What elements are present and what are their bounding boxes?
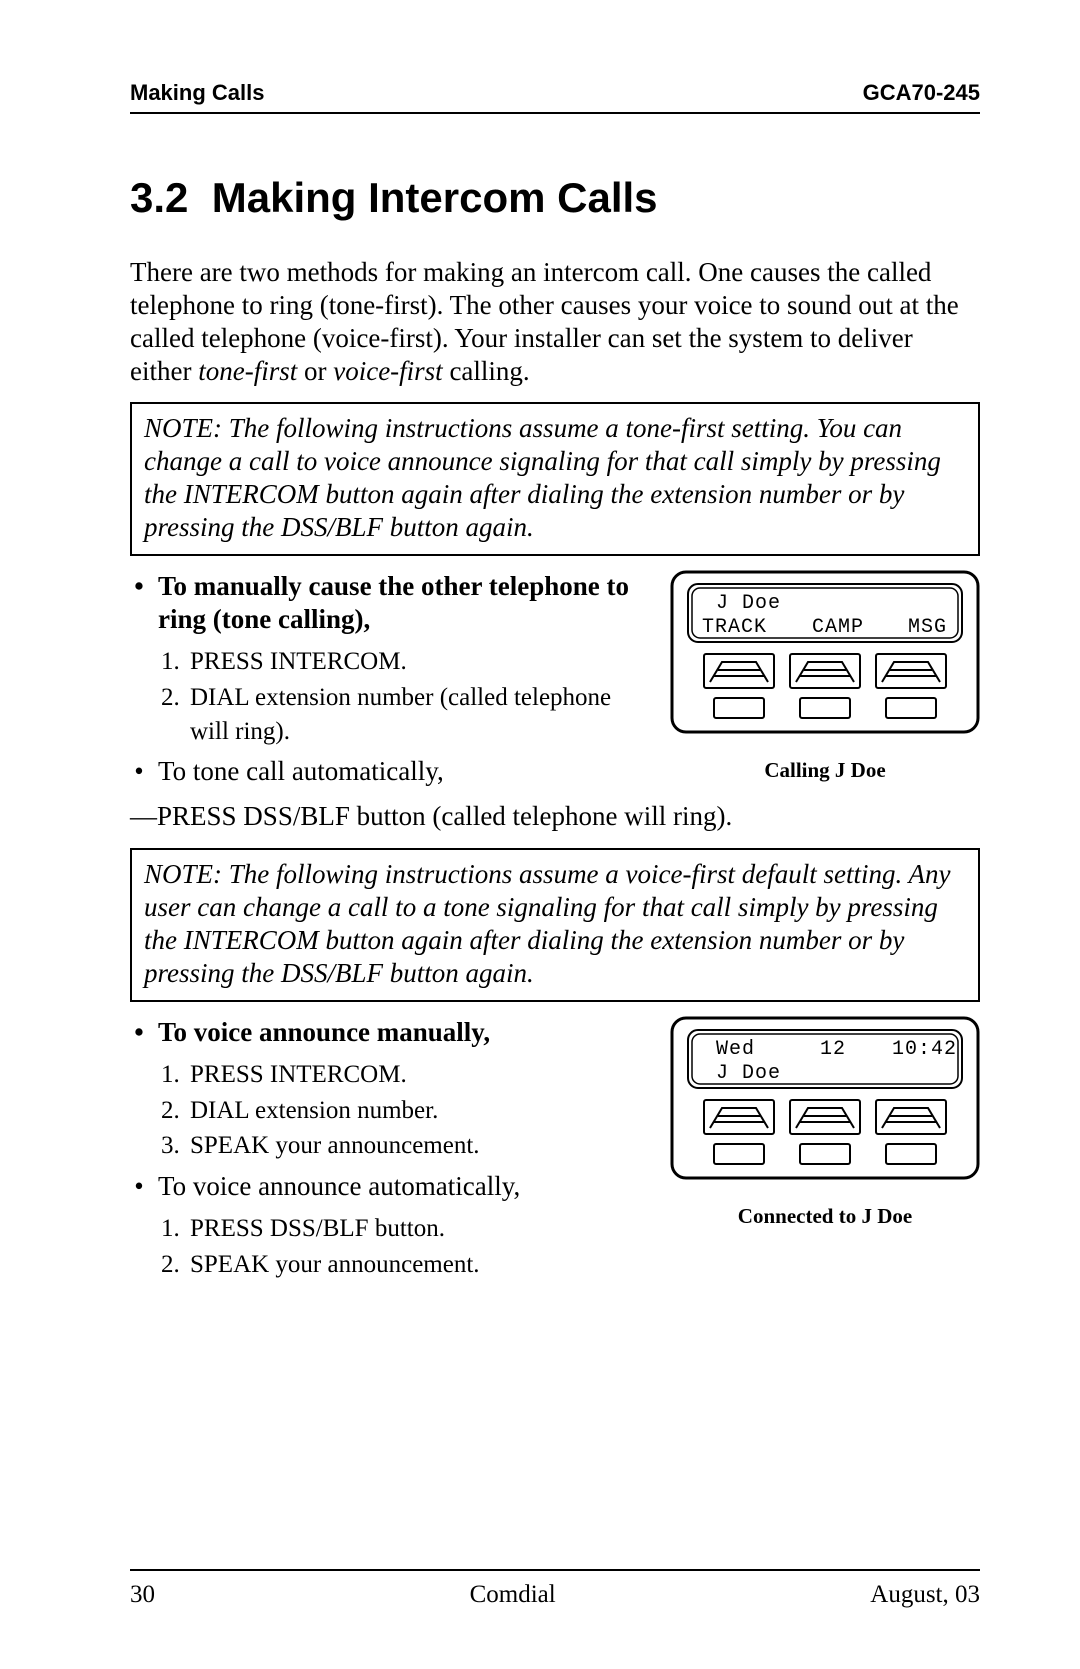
note2-lead: NOTE bbox=[144, 859, 213, 889]
svg-text:CAMP: CAMP bbox=[812, 616, 864, 639]
block2-head: • To voice announce manually, bbox=[130, 1016, 646, 1050]
block2-textcol: • To voice announce manually, PRESS INTE… bbox=[130, 1016, 646, 1288]
svg-text:MSG: MSG bbox=[908, 616, 947, 639]
phone2-svg: Wed 12 10:42 J Doe bbox=[670, 1016, 980, 1196]
block1-dash: —PRESS DSS/BLF button (called telephone … bbox=[130, 799, 980, 834]
note-box-1: NOTE: The following instructions assume … bbox=[130, 402, 980, 556]
phone1-caption: Calling J Doe bbox=[670, 758, 980, 783]
bullet-icon: • bbox=[130, 1169, 148, 1204]
block2-step-3: SPEAK your announcement. bbox=[186, 1129, 646, 1163]
note2-body: : The following instructions assume a vo… bbox=[144, 859, 950, 988]
bullet-icon: • bbox=[130, 754, 148, 789]
section-number: 3.2 bbox=[130, 174, 188, 221]
block1-step-2: DIAL extension number (called telephone … bbox=[186, 681, 646, 749]
intro-mid: or bbox=[297, 356, 333, 386]
bullet-icon: • bbox=[130, 1016, 148, 1050]
intro-em1: tone-first bbox=[198, 356, 297, 386]
intro-tail: calling. bbox=[443, 356, 530, 386]
note1-body: : The following instructions assume a to… bbox=[144, 413, 941, 542]
header-left: Making Calls bbox=[130, 80, 264, 106]
block2-head-text: To voice announce manually, bbox=[158, 1016, 490, 1050]
svg-text:10:42: 10:42 bbox=[892, 1038, 957, 1061]
svg-text:J Doe: J Doe bbox=[716, 1062, 781, 1085]
bullet-icon: • bbox=[130, 570, 148, 638]
intro-paragraph: There are two methods for making an inte… bbox=[130, 256, 980, 388]
phone1-svg: J Doe TRACK CAMP MSG bbox=[670, 570, 980, 750]
block1-step-1: PRESS INTERCOM. bbox=[186, 645, 646, 679]
block2-row: • To voice announce manually, PRESS INTE… bbox=[130, 1016, 980, 1288]
footer-rule bbox=[130, 1569, 980, 1571]
block1-sub: • To tone call automatically, bbox=[130, 754, 646, 789]
svg-text:TRACK: TRACK bbox=[702, 616, 767, 639]
block1-head: • To manually cause the other telephone … bbox=[130, 570, 646, 638]
block1-row: • To manually cause the other telephone … bbox=[130, 570, 980, 790]
note-box-2: NOTE: The following instructions assume … bbox=[130, 848, 980, 1002]
block2-sub: • To voice announce automatically, bbox=[130, 1169, 646, 1204]
block2b-step-1: PRESS DSS/BLF button. bbox=[186, 1212, 646, 1246]
phone-figure-2: Wed 12 10:42 J Doe Connected to J Doe bbox=[670, 1016, 980, 1229]
svg-text:Wed: Wed bbox=[716, 1038, 755, 1061]
block1-steps: PRESS INTERCOM. DIAL extension number (c… bbox=[186, 645, 646, 748]
intro-em2: voice-first bbox=[333, 356, 442, 386]
page-header: Making Calls GCA70-245 bbox=[130, 80, 980, 114]
block2-steps: PRESS INTERCOM. DIAL extension number. S… bbox=[186, 1058, 646, 1163]
svg-text:12: 12 bbox=[820, 1038, 846, 1061]
block1-sub-text: To tone call automatically, bbox=[158, 754, 444, 789]
phone-figure-1: J Doe TRACK CAMP MSG Calling J Doe bbox=[670, 570, 980, 783]
section-heading: Making Intercom Calls bbox=[212, 174, 658, 221]
block2-sub-text: To voice announce automatically, bbox=[158, 1169, 520, 1204]
block2-step-2: DIAL extension number. bbox=[186, 1094, 646, 1128]
page-footer: 30 Comdial August, 03 bbox=[130, 1569, 980, 1609]
block2-steps2: PRESS DSS/BLF button. SPEAK your announc… bbox=[186, 1212, 646, 1282]
block1-textcol: • To manually cause the other telephone … bbox=[130, 570, 646, 790]
footer-center: Comdial bbox=[470, 1581, 556, 1609]
svg-text:J Doe: J Doe bbox=[716, 592, 781, 615]
footer-page: 30 bbox=[130, 1581, 155, 1609]
block2b-step-2: SPEAK your announcement. bbox=[186, 1248, 646, 1282]
footer-right: August, 03 bbox=[870, 1581, 980, 1609]
block2-step-1: PRESS INTERCOM. bbox=[186, 1058, 646, 1092]
note1-lead: NOTE bbox=[144, 413, 213, 443]
section-title: 3.2 Making Intercom Calls bbox=[130, 174, 980, 222]
header-right: GCA70-245 bbox=[863, 80, 980, 106]
phone2-caption: Connected to J Doe bbox=[670, 1204, 980, 1229]
block1-head-text: To manually cause the other telephone to… bbox=[158, 570, 646, 638]
